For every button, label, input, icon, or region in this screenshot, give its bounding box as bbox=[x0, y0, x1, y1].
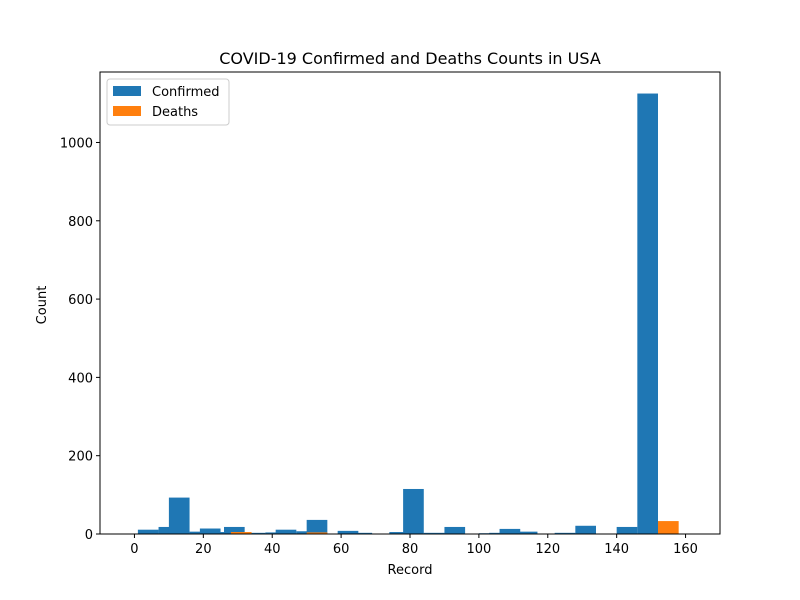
bar-confirmed-24 bbox=[575, 525, 596, 534]
x-axis: 0 20 40 60 80 100 120 140 160 bbox=[130, 534, 698, 557]
legend-swatch-confirmed bbox=[113, 86, 141, 96]
x-tick-label: 20 bbox=[195, 542, 212, 557]
y-tick-label: 600 bbox=[68, 293, 93, 308]
bar-confirmed-26 bbox=[637, 93, 658, 534]
y-tick-label: 400 bbox=[68, 371, 93, 386]
bar-confirmed-13 bbox=[337, 530, 359, 534]
bar-confirmed-10 bbox=[275, 529, 297, 534]
y-axis-label: Count bbox=[35, 286, 50, 325]
legend-swatch-deaths bbox=[113, 106, 141, 116]
bar-confirmed-6 bbox=[210, 532, 231, 534]
bar-confirmed-12 bbox=[306, 519, 328, 534]
legend: Confirmed Deaths bbox=[106, 78, 230, 126]
bar-confirmed-18 bbox=[444, 526, 466, 534]
bar-confirmed-25 bbox=[616, 526, 638, 534]
x-tick-label: 0 bbox=[130, 542, 138, 557]
y-tick-label: 0 bbox=[85, 528, 93, 543]
y-tick-label: 1000 bbox=[60, 136, 93, 151]
x-axis-label: Record bbox=[388, 563, 433, 578]
y-tick-label: 200 bbox=[68, 450, 93, 465]
bar-confirmed-14 bbox=[351, 532, 373, 534]
x-tick-label: 80 bbox=[402, 542, 419, 557]
bar-confirmed-15 bbox=[389, 532, 410, 534]
legend-label-deaths: Deaths bbox=[152, 105, 198, 120]
x-tick-label: 140 bbox=[604, 542, 629, 557]
x-tick-label: 160 bbox=[673, 542, 698, 557]
bar-deaths-2 bbox=[306, 532, 328, 534]
bar-confirmed-5 bbox=[199, 528, 221, 534]
y-axis: 0 200 400 600 800 1000 bbox=[60, 136, 100, 543]
bar-confirmed-16 bbox=[403, 488, 424, 534]
bar-confirmed-17 bbox=[423, 532, 445, 534]
bar-confirmed-3 bbox=[168, 497, 190, 534]
x-tick-label: 40 bbox=[264, 542, 281, 557]
bars bbox=[120, 93, 679, 534]
legend-label-confirmed: Confirmed bbox=[152, 85, 220, 100]
y-tick-label: 800 bbox=[68, 215, 93, 230]
bar-confirmed-1 bbox=[137, 529, 159, 534]
bar-deaths-0 bbox=[230, 532, 252, 534]
x-tick-label: 100 bbox=[466, 542, 491, 557]
bar-confirmed-8 bbox=[244, 532, 266, 534]
bar-confirmed-23 bbox=[554, 532, 576, 534]
bar-deaths-4 bbox=[658, 521, 679, 534]
x-tick-label: 120 bbox=[535, 542, 560, 557]
bar-confirmed-21 bbox=[499, 528, 521, 534]
x-tick-label: 60 bbox=[333, 542, 350, 557]
chart-title: COVID-19 Confirmed and Deaths Counts in … bbox=[219, 49, 601, 68]
bar-confirmed-7 bbox=[224, 526, 245, 534]
bar-confirmed-22 bbox=[516, 531, 538, 534]
